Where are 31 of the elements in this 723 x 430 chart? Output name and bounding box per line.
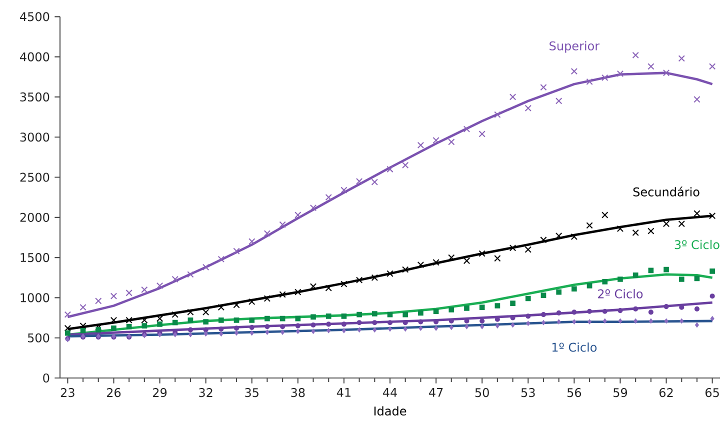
x-tick-label: 41 — [336, 388, 350, 397]
y-tick-label: 3000 — [20, 132, 50, 142]
y-tick-label: 2000 — [20, 212, 50, 222]
x-tick-label: 44 — [382, 388, 397, 397]
y-tick-label: 500 — [28, 333, 50, 342]
series-label: Secundário — [633, 186, 700, 196]
y-tick-label: 1500 — [20, 253, 50, 262]
text: Superior — [550, 41, 600, 53]
x-tick-label: 59 — [614, 388, 628, 398]
x-tick-label: 32 — [199, 388, 212, 398]
y-tick-label: 4000 — [20, 52, 50, 62]
x-tick-label: 29 — [153, 388, 167, 398]
x-tick-label: 35 — [245, 388, 258, 398]
y-tick-label: 1000 — [20, 293, 50, 302]
x-tick-label: 38 — [291, 388, 305, 398]
series-label: 2º Ciclo — [598, 289, 643, 298]
y-tick-label: 4500 — [20, 12, 50, 22]
x-tick-label: 62 — [659, 388, 673, 398]
y-tick-label: 0 — [43, 373, 50, 383]
x-tick-label: 50 — [475, 388, 489, 398]
series-label: 1º Ciclo — [552, 342, 597, 352]
x-tick-label: 26 — [106, 388, 121, 398]
y-tick-label: 2500 — [20, 172, 50, 182]
text: 3º Ciclo — [674, 240, 720, 250]
x-tick-label: 65 — [706, 388, 719, 398]
x-tick-label: 23 — [60, 388, 74, 398]
x-tick-label: 56 — [567, 388, 582, 398]
x-axis-title: Idade — [374, 406, 406, 416]
x-tick-label: 53 — [521, 388, 535, 398]
y-tick-label: 3500 — [20, 92, 50, 102]
x-tick-label: 47 — [429, 388, 443, 397]
